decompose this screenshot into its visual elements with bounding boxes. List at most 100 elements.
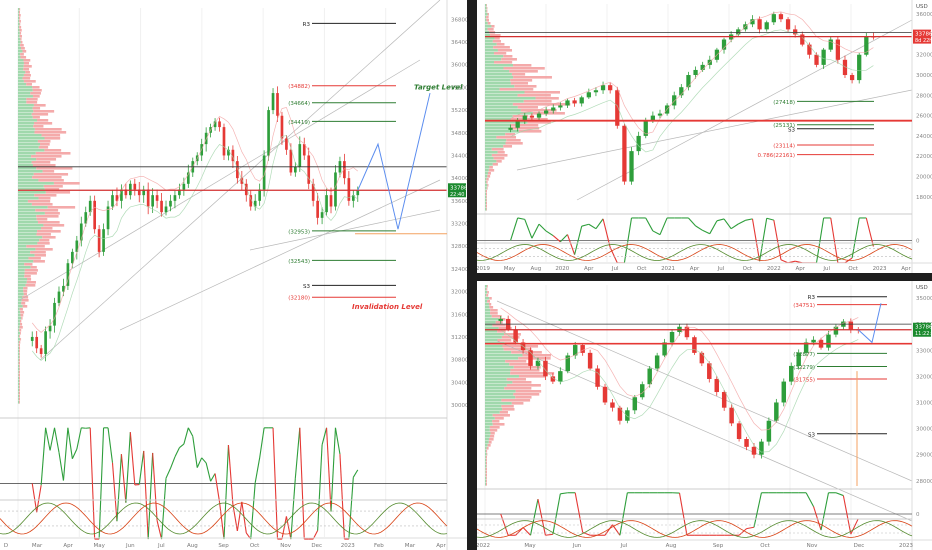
candle-body: [759, 441, 764, 455]
candle-body: [544, 110, 549, 114]
volume-profile-bar-up: [485, 205, 486, 208]
volume-profile-bar-down: [511, 118, 548, 121]
volume-profile-bar-up: [485, 408, 503, 411]
volume-profile-bar-up: [18, 86, 33, 89]
candle-body: [325, 195, 328, 213]
time-axis-label: Jul: [611, 266, 619, 272]
price-axis-tick: 26000: [916, 114, 932, 120]
pivot-level-label: (32543): [288, 259, 310, 265]
volume-profile-bar-up: [485, 438, 489, 441]
volume-profile-bar-up: [485, 118, 512, 121]
volume-profile-bar-down: [19, 320, 22, 323]
candle-body: [213, 121, 217, 128]
volume-profile-bar-up: [485, 327, 499, 330]
candle-body: [833, 326, 839, 335]
volume-profile-bar-down: [503, 348, 532, 351]
volume-profile-bar-down: [36, 233, 51, 236]
candle-body: [789, 365, 794, 382]
volume-profile-bar-down: [42, 236, 56, 239]
candle-body: [164, 206, 168, 213]
volume-profile-bar-up: [18, 35, 20, 38]
volume-profile-bar-down: [486, 4, 487, 7]
price-axis-tick: 32000: [916, 374, 932, 380]
volume-profile-bar-down: [32, 107, 41, 110]
volume-profile-bar-down: [23, 59, 31, 62]
candle-body: [615, 90, 620, 126]
volume-profile-bar-up: [18, 185, 44, 188]
volume-profile-bar-down: [513, 393, 540, 396]
last-price-value: 33786: [450, 185, 467, 191]
volume-profile-bar-up: [485, 465, 487, 468]
oscillator-line: [709, 220, 718, 234]
volume-profile-bar-down: [37, 221, 60, 224]
price-axis-tick: 32400: [451, 267, 467, 273]
volume-profile-bar-down: [492, 423, 505, 426]
oscillator-line: [223, 444, 229, 540]
volume-profile-bar-up: [485, 477, 487, 480]
chart-panel-bottom-right[interactable]: R3(34751)(32877)(32279)(31755)S335000340…: [477, 281, 932, 550]
volume-profile-bar-down: [503, 67, 545, 70]
oscillator-line: [111, 462, 118, 522]
volume-profile-bar-up: [18, 362, 19, 365]
candle-body: [565, 355, 570, 372]
chart-top-right-svg[interactable]: (27418) (25131)S3 (23114) 0.786(22161) 36000…: [477, 0, 932, 273]
chart-bottom-right-svg[interactable]: R3(34751)(32877)(32279)(31755)S335000340…: [477, 281, 932, 550]
candle-body: [679, 87, 684, 96]
volume-profile-bar-down: [488, 303, 492, 306]
candle-body: [657, 113, 663, 116]
candle-body: [244, 183, 248, 196]
time-axis-label: 2023: [899, 543, 913, 549]
volume-profile-bar-up: [485, 387, 505, 390]
candle-body: [610, 402, 615, 408]
oscillator-line: [201, 457, 207, 464]
oscillator-line: [645, 217, 654, 232]
candle-body: [721, 392, 727, 408]
candle-body: [800, 34, 805, 45]
volume-profile-bar-up: [18, 44, 21, 47]
volume-profile-bar-down: [487, 184, 489, 187]
volume-profile-bar-down: [36, 218, 48, 221]
pivot-level-label: R3: [303, 22, 311, 28]
volume-profile-bar-down: [492, 40, 501, 43]
volume-profile-bar-up: [485, 390, 516, 393]
price-axis-tick: 35000: [916, 296, 932, 302]
oscillator-axis-tick: 0: [916, 238, 920, 244]
oscillator-line: [192, 436, 198, 468]
oscillator-line: [835, 492, 844, 497]
candle-body: [30, 336, 34, 341]
price-axis-tick: 28000: [916, 93, 932, 99]
candle-body: [558, 371, 563, 382]
volume-profile-bar-up: [485, 88, 500, 91]
time-axis-label: Jul: [717, 266, 725, 272]
oscillator-line: [678, 492, 688, 536]
volume-profile-bar-down: [33, 104, 46, 107]
projection-path: [357, 92, 431, 230]
volume-profile-bar-up: [18, 401, 20, 404]
volume-profile-bar-down: [493, 46, 510, 49]
oscillator-line: [538, 223, 547, 232]
chart-panel-top-right[interactable]: (27418) (25131) S3 (23114) 0.786(22161) 36000…: [477, 0, 932, 273]
volume-profile-bar-down: [522, 354, 552, 357]
oscillator-line: [545, 533, 553, 536]
volume-profile-bar-up: [18, 308, 20, 311]
candle-body: [803, 342, 809, 353]
envelope-line: [510, 29, 874, 153]
candle-body: [572, 100, 577, 104]
chart-left-svg[interactable]: R3 (34882) (34664) (34419) (32953) (32543) S3 (…: [0, 0, 467, 550]
candle-body: [771, 14, 776, 23]
candle-body: [307, 155, 311, 184]
volume-profile-bar-up: [18, 47, 22, 50]
chart-panel-left[interactable]: R3 (34882) (34664) (34419) (32953) (32543) S3 (…: [0, 0, 467, 550]
oscillator-line: [695, 225, 703, 231]
volume-profile-bar-down: [39, 239, 50, 242]
volume-profile-bar-down: [506, 378, 526, 381]
price-axis-tick: 22000: [916, 154, 932, 160]
volume-profile-bar-down: [492, 324, 506, 327]
volume-profile-bar-down: [512, 381, 532, 384]
volume-profile-bar-up: [18, 290, 24, 293]
candle-body: [736, 423, 742, 440]
oscillator-line: [559, 234, 568, 243]
candle-body: [848, 321, 854, 330]
volume-profile-bar-up: [18, 110, 34, 113]
candle-body: [662, 342, 667, 356]
